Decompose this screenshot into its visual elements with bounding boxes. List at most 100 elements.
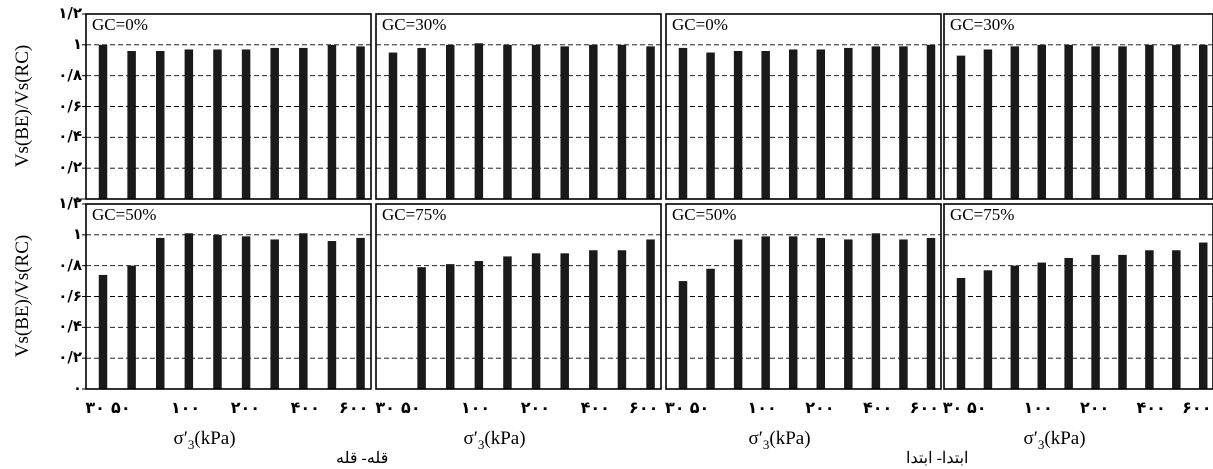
bar (761, 51, 770, 199)
bar (98, 44, 108, 200)
bar (956, 55, 966, 199)
y-tick-label: ۱ (72, 34, 82, 53)
x-tick-label: ۱۰۰ (1023, 398, 1053, 417)
x-axis-label-main: σ′ (1023, 428, 1038, 449)
panel-title: GC=30% (379, 15, 450, 35)
y-tick-label: ۰/۲ (58, 158, 82, 177)
bar (270, 239, 279, 389)
x-axis-label-unit: (kPa) (194, 428, 236, 449)
bar (417, 267, 426, 389)
bar (1118, 254, 1127, 389)
bar (213, 234, 222, 389)
x-tick-label: ۴۰۰ (1136, 398, 1166, 417)
bar (270, 47, 279, 199)
bar (1064, 257, 1073, 389)
bar (1091, 46, 1100, 199)
x-axis-label-main: σ′ (748, 428, 763, 449)
x-axis-label: σ′3(kPa) (174, 428, 236, 453)
bar (1118, 46, 1127, 199)
bar (678, 47, 688, 199)
bar (503, 256, 512, 389)
bar (417, 47, 426, 199)
y-tick-label: ۰/۴ (58, 317, 82, 336)
x-tick-label: ۱۰۰ (170, 398, 201, 417)
x-tick-label: ۳۰ (85, 398, 105, 417)
bar (241, 236, 251, 389)
bar (560, 253, 569, 389)
bar (503, 44, 512, 200)
bar (646, 46, 655, 199)
y-tick-label: ۱/۲ (58, 194, 82, 212)
bar (899, 239, 908, 389)
x-tick-label: ۲۰۰ (520, 398, 551, 417)
panel-title: GC=75% (947, 205, 1018, 225)
panel-title: GC=50% (669, 205, 740, 225)
bar (1010, 46, 1020, 199)
bar (844, 47, 853, 199)
x-axis-label-main: σ′ (463, 428, 478, 449)
y-tick-label: ۰/۸ (58, 65, 82, 84)
bar (1145, 250, 1154, 389)
bar (733, 51, 743, 199)
x-axis-label-unit: (kPa) (484, 428, 526, 449)
panel-title: GC=0% (89, 15, 151, 35)
y-tick-label: ۰ (72, 379, 82, 397)
bar (871, 233, 881, 389)
bar (1198, 242, 1208, 389)
bar (327, 241, 337, 389)
x-tick-label: ۱۰۰ (747, 398, 777, 417)
x-tick-label: ۲۰۰ (805, 398, 835, 417)
bar (926, 44, 936, 200)
bar (531, 253, 541, 389)
bar (589, 250, 598, 389)
y-tick-label: ۰/۶ (58, 286, 82, 305)
bar (646, 239, 655, 389)
x-axis-label: σ′3(kPa) (749, 428, 811, 453)
bar (155, 237, 165, 389)
bar (474, 43, 484, 199)
x-tick-label: ۶۰۰ (339, 398, 369, 417)
bar (788, 236, 798, 389)
x-tick-label: ۳۰ (665, 398, 685, 417)
caption-peak-peak: قله- قله (336, 450, 389, 467)
bar (388, 52, 398, 199)
bar (299, 47, 308, 199)
bar (155, 51, 165, 199)
bar (1091, 254, 1100, 389)
bar (299, 233, 308, 389)
bar (926, 237, 936, 389)
x-axis-label-sub: 3 (187, 436, 195, 452)
bar (983, 49, 993, 200)
panel-title: GC=0% (669, 15, 731, 35)
panel-frame (375, 13, 662, 200)
y-axis-label: Vs(BE)/Vs(RC) (12, 234, 33, 357)
bar (816, 237, 826, 389)
x-axis-label-sub: 3 (1037, 436, 1045, 452)
x-axis-label-sub: 3 (477, 436, 485, 452)
y-tick-label: ۰/۲ (58, 348, 82, 367)
bar (1037, 262, 1046, 389)
x-tick-label: ۴۰۰ (290, 398, 320, 417)
bar (617, 44, 627, 200)
y-axis-label: Vs(BE)/Vs(RC) (12, 44, 33, 167)
bar (788, 49, 798, 200)
bar (871, 46, 881, 199)
x-tick-label: ۲۰۰ (1079, 398, 1110, 417)
bar (844, 239, 853, 389)
x-tick-label: ۶۰۰ (1182, 398, 1212, 417)
y-tick-label: ۰ (72, 189, 82, 207)
y-tick-label: ۱ (72, 224, 82, 243)
panel-frame (665, 13, 942, 200)
bar (356, 237, 365, 389)
x-tick-label: ۵۰ (689, 398, 710, 417)
x-tick-label: ۳۰ (375, 398, 395, 417)
x-tick-label: ۵۰ (111, 398, 131, 417)
panel-title: GC=30% (947, 15, 1018, 35)
bar (983, 270, 993, 389)
bar (1145, 44, 1154, 200)
caption-start-start: ابتدا- ابتدا (906, 450, 969, 467)
bar (1010, 265, 1020, 389)
y-tick-label: ۱/۲ (58, 4, 82, 22)
bar (956, 278, 966, 389)
